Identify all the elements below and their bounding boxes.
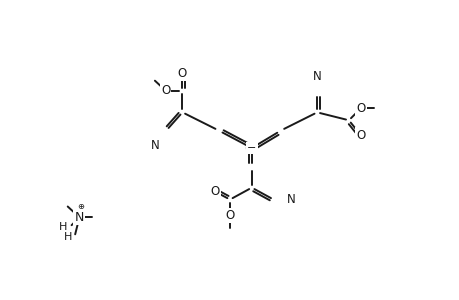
Text: H: H <box>64 232 73 242</box>
Text: O: O <box>210 185 219 198</box>
Text: O: O <box>178 67 187 80</box>
Text: O: O <box>355 129 364 142</box>
Text: N: N <box>286 193 295 206</box>
Text: O: O <box>161 84 170 97</box>
Text: O: O <box>355 102 364 115</box>
Text: H: H <box>59 222 67 232</box>
Text: N: N <box>74 211 84 224</box>
Text: O: O <box>225 209 234 222</box>
Text: N: N <box>312 70 321 83</box>
Text: −: − <box>246 143 256 153</box>
Text: ⊕: ⊕ <box>77 202 84 211</box>
Text: N: N <box>151 139 160 152</box>
